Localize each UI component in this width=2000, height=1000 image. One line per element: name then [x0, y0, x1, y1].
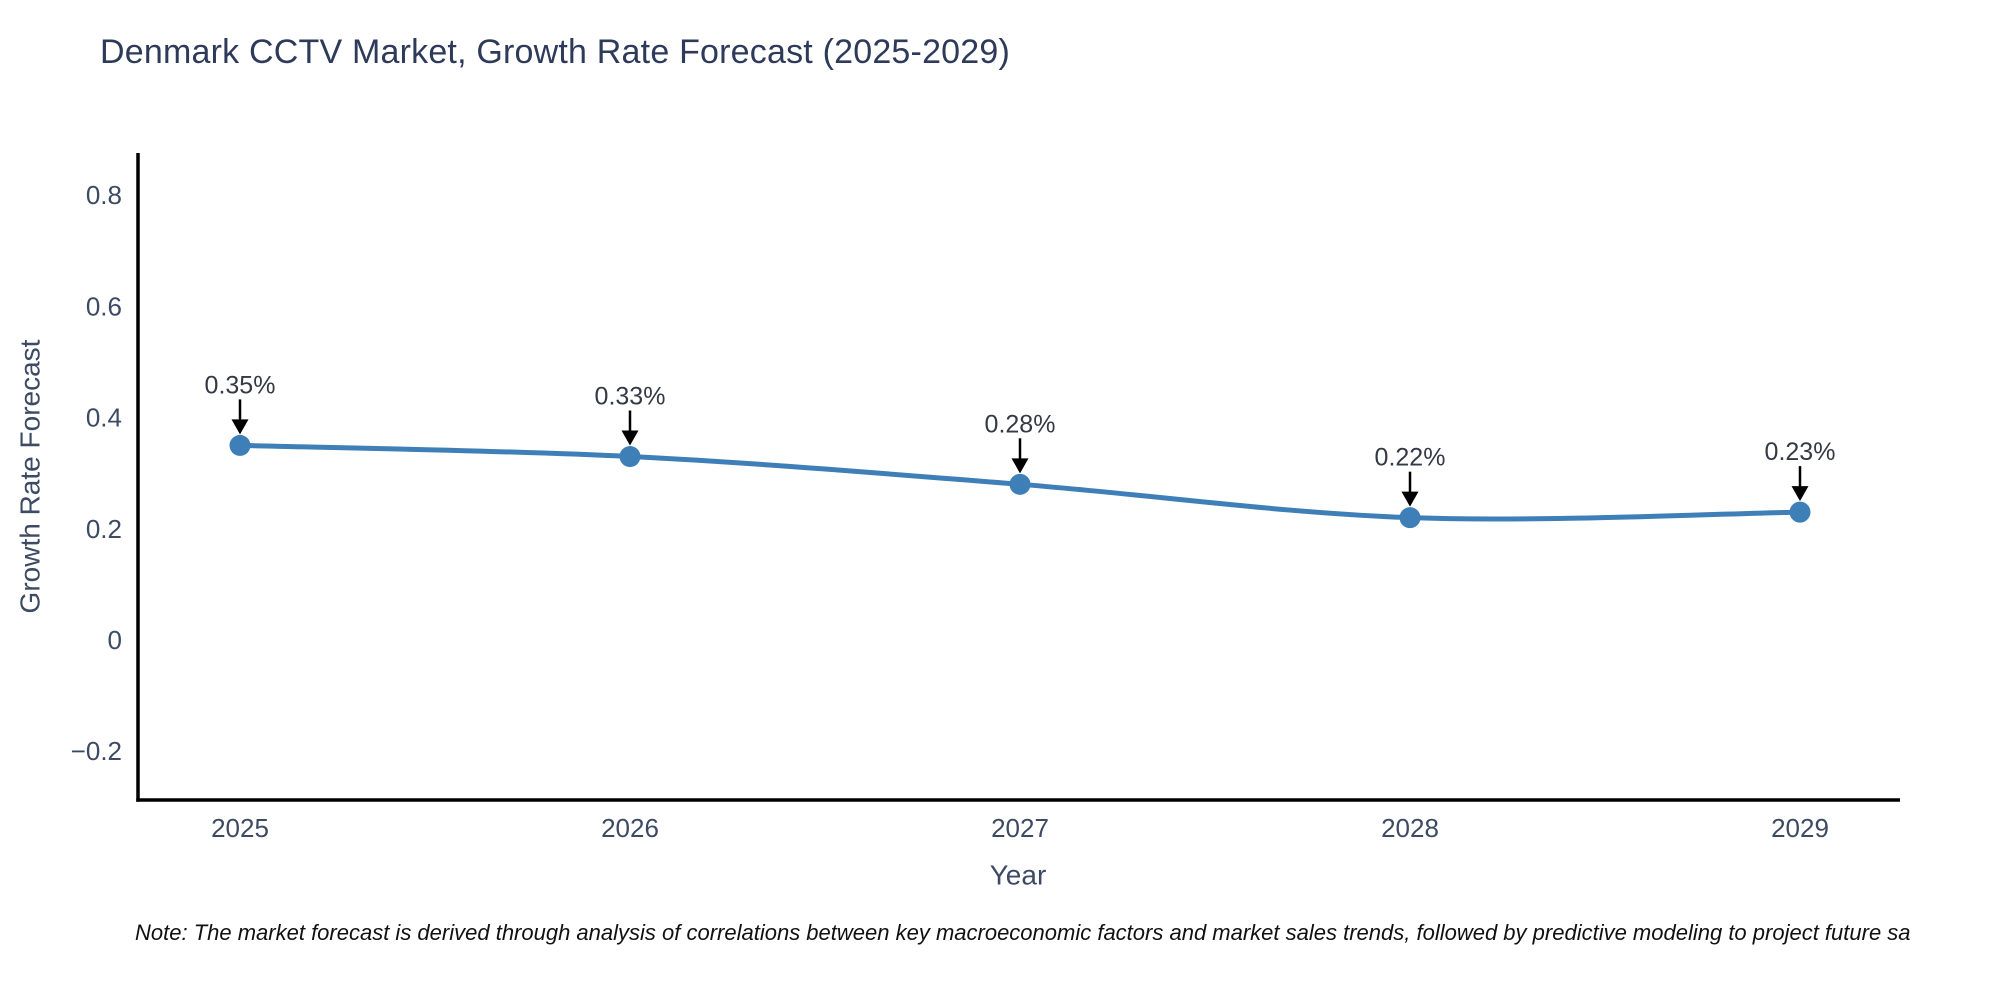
- annotation-arrow-head: [621, 430, 639, 446]
- x-axis-title: Year: [990, 860, 1047, 891]
- annotation-label: 0.35%: [205, 371, 276, 399]
- annotation-arrow-head: [1791, 486, 1809, 502]
- y-axis-tick-label: 0: [108, 625, 122, 655]
- x-axis-tick-label: 2027: [991, 813, 1049, 843]
- y-axis-title: Growth Rate Forecast: [15, 339, 46, 613]
- annotation-label: 0.23%: [1765, 438, 1836, 466]
- annotation-arrow-head: [1011, 458, 1029, 474]
- data-point-marker: [1009, 473, 1031, 495]
- data-point-marker: [229, 434, 251, 456]
- annotation-arrow-head: [1401, 491, 1419, 507]
- footnote: Note: The market forecast is derived thr…: [135, 920, 1911, 945]
- x-axis-tick-label: 2025: [211, 813, 269, 843]
- y-axis-tick-label: 0.8: [86, 180, 122, 210]
- chart-title: Denmark CCTV Market, Growth Rate Forecas…: [100, 33, 1011, 71]
- data-point-marker: [619, 446, 641, 468]
- data-point-marker: [1399, 507, 1421, 529]
- annotation-arrow-head: [231, 419, 249, 435]
- y-axis-tick-label: 0.4: [86, 403, 122, 433]
- annotation-label: 0.33%: [595, 383, 666, 411]
- x-axis-tick-label: 2026: [601, 813, 659, 843]
- data-point-marker: [1789, 501, 1811, 523]
- y-axis-tick-label: 0.2: [86, 514, 122, 544]
- annotation-label: 0.28%: [985, 410, 1056, 438]
- annotation-label: 0.22%: [1375, 444, 1446, 472]
- y-axis-tick-label: 0.6: [86, 291, 122, 321]
- y-axis-tick-label: −0.2: [71, 736, 122, 766]
- x-axis-tick-label: 2029: [1771, 813, 1829, 843]
- x-axis-tick-label: 2028: [1381, 813, 1439, 843]
